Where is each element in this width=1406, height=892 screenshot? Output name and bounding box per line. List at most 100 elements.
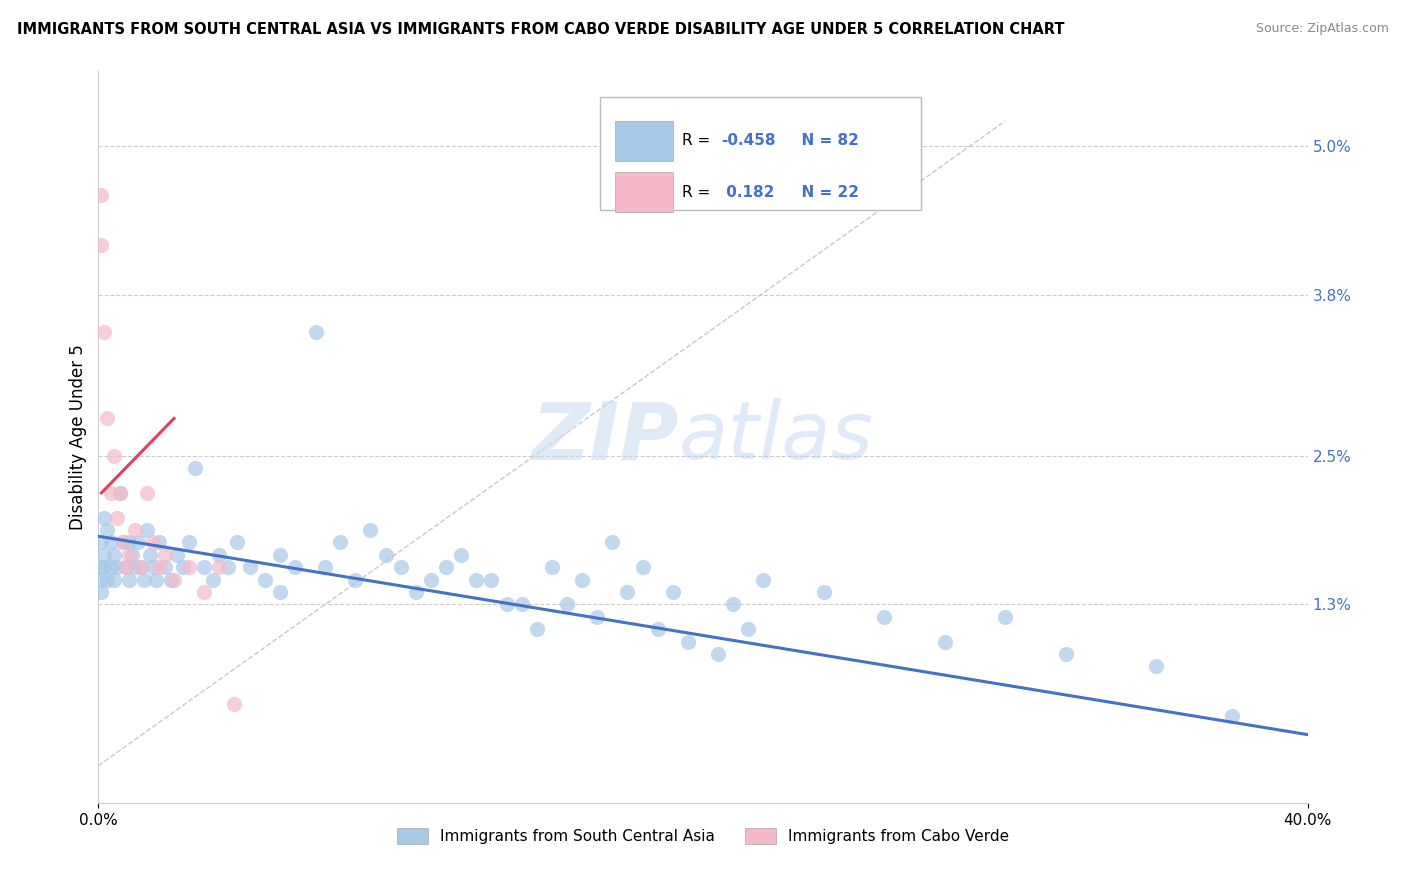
Point [160, 573, 183, 587]
Point [100, 486, 122, 500]
Point [153, 548, 176, 562]
Point [121, 548, 143, 562]
Point [707, 647, 730, 661]
Point [135, 523, 157, 537]
Point [676, 634, 699, 648]
Point [661, 585, 683, 599]
Point [108, 486, 131, 500]
Point [172, 560, 194, 574]
Point [253, 573, 276, 587]
Point [344, 573, 367, 587]
Point [105, 560, 128, 574]
Point [616, 585, 638, 599]
Point [100, 535, 122, 549]
Point [737, 622, 759, 636]
Point [129, 560, 152, 574]
Point [1220, 709, 1243, 723]
Text: N = 22: N = 22 [792, 185, 859, 200]
Point [208, 548, 231, 562]
Point [124, 523, 146, 537]
Point [360, 523, 382, 537]
Point [184, 461, 207, 475]
Point [723, 598, 745, 612]
Point [208, 560, 231, 574]
Point [163, 573, 186, 587]
Point [90, 238, 112, 252]
Bar [614, 120, 673, 161]
Point [142, 560, 165, 574]
Text: N = 82: N = 82 [792, 133, 859, 148]
Point [374, 548, 396, 562]
Point [389, 560, 412, 574]
Point [127, 535, 149, 549]
Point [96, 411, 118, 425]
Point [647, 622, 669, 636]
Point [103, 548, 125, 562]
Point [124, 560, 146, 574]
Point [1054, 647, 1077, 661]
Point [145, 573, 167, 587]
Point [90, 188, 112, 202]
Point [148, 535, 170, 549]
Text: IMMIGRANTS FROM SOUTH CENTRAL ASIA VS IMMIGRANTS FROM CABO VERDE DISABILITY AGE : IMMIGRANTS FROM SOUTH CENTRAL ASIA VS IM… [17, 22, 1064, 37]
Point [96, 523, 118, 537]
Point [555, 598, 578, 612]
Legend: Immigrants from South Central Asia, Immigrants from Cabo Verde: Immigrants from South Central Asia, Immi… [391, 822, 1015, 850]
Point [111, 535, 134, 549]
Point [934, 634, 956, 648]
Point [405, 585, 427, 599]
Point [100, 560, 122, 574]
Point [1144, 659, 1167, 673]
Point [305, 325, 328, 339]
Point [602, 535, 624, 549]
Point [239, 560, 262, 574]
Text: 0.182: 0.182 [721, 185, 775, 200]
Point [114, 560, 136, 574]
Point [139, 548, 162, 562]
Bar [614, 172, 673, 212]
Point [269, 585, 291, 599]
Point [540, 560, 562, 574]
Point [118, 548, 141, 562]
Point [450, 548, 472, 562]
Point [90, 560, 112, 574]
Point [166, 548, 188, 562]
Point [571, 573, 593, 587]
Point [465, 573, 488, 587]
Point [93, 560, 115, 574]
Point [329, 535, 352, 549]
Point [179, 560, 201, 574]
Point [93, 325, 115, 339]
Point [420, 573, 443, 587]
Text: R =: R = [682, 185, 720, 200]
Point [118, 535, 141, 549]
Text: atlas: atlas [679, 398, 873, 476]
Point [813, 585, 835, 599]
Point [108, 486, 131, 500]
Point [752, 573, 775, 587]
Point [132, 573, 155, 587]
Point [153, 560, 176, 574]
Point [631, 560, 654, 574]
Point [93, 548, 115, 562]
FancyBboxPatch shape [600, 97, 921, 211]
Point [526, 622, 548, 636]
Point [586, 610, 609, 624]
Point [217, 560, 239, 574]
Point [873, 610, 896, 624]
Point [90, 535, 112, 549]
Point [481, 573, 503, 587]
Point [90, 585, 112, 599]
Point [114, 560, 136, 574]
Text: ZIP: ZIP [531, 398, 679, 476]
Point [179, 535, 201, 549]
Point [994, 610, 1017, 624]
Point [193, 560, 215, 574]
Point [129, 560, 152, 574]
Y-axis label: Disability Age Under 5: Disability Age Under 5 [69, 344, 87, 530]
Text: R =: R = [682, 133, 716, 148]
Point [135, 486, 157, 500]
Point [148, 560, 170, 574]
Point [105, 510, 128, 524]
Point [118, 573, 141, 587]
